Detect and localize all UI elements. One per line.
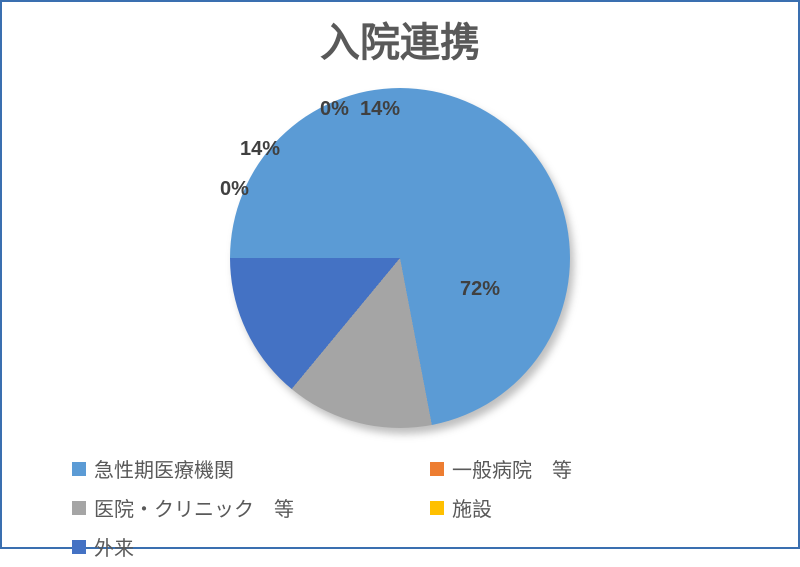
slice-label: 0% [320,98,349,121]
chart-area: 72% 0% 14% 0% 14% [2,68,798,448]
legend-item: 一般病院 等 [430,454,758,483]
legend-label: 医院・クリニック 等 [94,493,294,522]
legend-label: 施設 [452,493,492,522]
legend-label: 一般病院 等 [452,454,572,483]
legend-swatch [72,462,86,476]
legend: 急性期医療機関 一般病院 等医院・クリニック 等 施設外来 [2,448,798,567]
legend-swatch [430,462,444,476]
pie-wrap: 72%0%14%0%14% [230,88,570,428]
chart-title: 入院連携 [2,2,798,68]
slice-label: 0% [220,178,249,201]
legend-item: 急性期医療機関 [72,454,400,483]
legend-item: 施設 [430,493,758,522]
legend-item: 医院・クリニック 等 [72,493,400,522]
slice-label: 14% [360,98,400,121]
pie-chart [230,88,570,428]
slice-label: 72% [460,278,500,301]
legend-label: 外来 [94,532,134,561]
legend-label: 急性期医療機関 [94,454,234,483]
legend-swatch [72,540,86,554]
legend-item: 外来 [72,532,400,561]
legend-swatch [72,501,86,515]
legend-swatch [430,501,444,515]
slice-label: 14% [240,138,280,161]
